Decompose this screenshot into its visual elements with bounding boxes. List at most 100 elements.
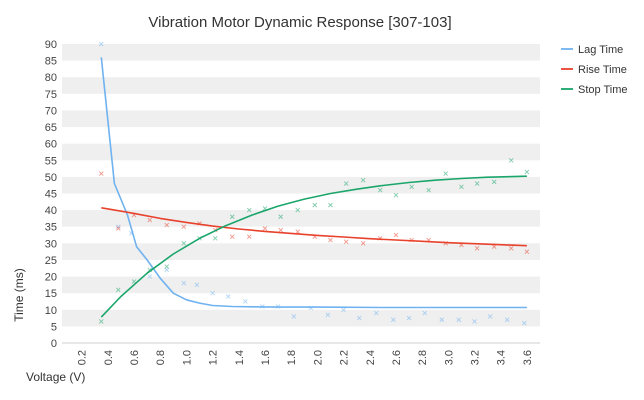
data-point — [98, 171, 104, 176]
data-point — [115, 287, 121, 293]
data-point — [328, 202, 333, 208]
y-tick-label: 60 — [45, 139, 57, 151]
y-tick-label: 20 — [45, 272, 57, 284]
x-tick-label: 0.6 — [129, 350, 141, 365]
data-point — [391, 317, 396, 323]
data-point — [491, 179, 497, 185]
grid-band — [62, 44, 540, 61]
x-tick-label: 1.6 — [260, 350, 272, 365]
series-lag-time — [98, 41, 527, 326]
y-tick-label: 80 — [45, 72, 57, 84]
data-point — [262, 226, 268, 231]
data-point — [246, 234, 252, 240]
data-point — [98, 41, 104, 47]
data-point — [98, 319, 104, 324]
data-point — [115, 224, 121, 230]
grid-band — [62, 210, 540, 227]
y-tick-label: 65 — [45, 122, 57, 134]
y-tick-label: 35 — [45, 222, 57, 234]
data-point — [246, 207, 252, 213]
data-point — [343, 181, 349, 186]
y-axis-label: Time (ms) — [12, 268, 26, 322]
grid-band — [62, 309, 540, 327]
x-axis-label: Voltage (V) — [26, 370, 85, 384]
legend: Lag Time Rise Time Stop Time — [561, 44, 628, 96]
series-stop-time — [98, 157, 530, 324]
data-point — [164, 267, 170, 273]
grid-band — [62, 243, 540, 260]
data-point — [164, 264, 170, 269]
x-tick-label: 3.4 — [496, 350, 508, 365]
data-point — [524, 169, 530, 175]
x-tick-label: 1.2 — [208, 350, 220, 365]
series-marks — [98, 41, 530, 326]
x-axis: 0.2 0.4 0.6 0.8 1.0 1.2 1.4 1.6 1.8 2.0 2.2 2.4 2.6 2… — [77, 350, 534, 365]
data-point — [373, 310, 379, 316]
y-tick-label: 45 — [45, 189, 57, 201]
legend-label: Rise Time — [578, 64, 627, 76]
y-tick-label: 5 — [51, 321, 57, 333]
data-point — [212, 236, 218, 241]
data-point — [360, 241, 366, 246]
y-tick-label: 10 — [45, 305, 57, 317]
data-point — [115, 226, 121, 231]
data-point — [328, 237, 333, 243]
x-tick-label: 2.8 — [417, 350, 429, 365]
data-point — [356, 315, 362, 321]
data-point — [472, 319, 477, 324]
data-point — [409, 184, 414, 190]
data-point — [312, 202, 318, 208]
x-tick-label: 0.8 — [155, 350, 167, 365]
data-point — [487, 314, 493, 319]
grid-band — [62, 143, 540, 161]
grid-band — [62, 276, 540, 294]
data-point — [524, 249, 530, 254]
x-tick-label: 3.2 — [470, 350, 482, 365]
y-tick-label: 70 — [45, 105, 57, 117]
data-point — [422, 310, 428, 316]
data-point — [295, 207, 301, 213]
x-tick-label: 1.0 — [181, 350, 193, 365]
data-point — [474, 245, 480, 251]
x-tick-label: 1.8 — [286, 350, 298, 365]
data-point — [439, 317, 445, 323]
data-point — [147, 274, 153, 279]
legend-label: Lag Time — [578, 44, 623, 56]
series-line — [101, 207, 527, 247]
data-point — [243, 299, 248, 304]
data-point — [393, 192, 399, 198]
data-point — [325, 312, 331, 318]
y-tick-label: 40 — [45, 205, 57, 217]
data-point — [229, 234, 235, 240]
data-point — [181, 280, 187, 286]
data-point — [278, 214, 284, 220]
data-point — [341, 307, 346, 313]
data-point — [504, 317, 510, 323]
data-point — [181, 241, 187, 246]
data-point — [181, 224, 187, 230]
y-tick-label: 30 — [45, 238, 57, 250]
plot-background — [62, 44, 540, 327]
x-tick-label: 2.0 — [312, 350, 324, 365]
data-point — [393, 232, 399, 238]
data-point — [377, 187, 383, 193]
x-tick-label: 3.6 — [522, 350, 534, 365]
y-tick-label: 55 — [45, 155, 57, 167]
data-point — [229, 214, 235, 220]
y-tick-label: 15 — [45, 288, 57, 300]
y-tick-label: 25 — [45, 255, 57, 267]
x-tick-label: 1.4 — [234, 350, 246, 365]
data-point — [459, 184, 464, 190]
data-point — [443, 171, 449, 176]
data-point — [278, 227, 284, 233]
grid-band — [62, 110, 540, 128]
data-point — [474, 181, 480, 186]
data-point — [426, 187, 432, 193]
y-axis: 0 5 10 15 20 25 30 35 40 45 50 55 60 65 70 75 80 85 90 — [45, 39, 57, 350]
x-tick-label: 2.6 — [391, 350, 403, 365]
y-tick-label: 90 — [45, 39, 57, 51]
x-tick-label: 3.0 — [443, 350, 455, 365]
data-point — [147, 217, 153, 223]
data-point — [508, 157, 514, 163]
